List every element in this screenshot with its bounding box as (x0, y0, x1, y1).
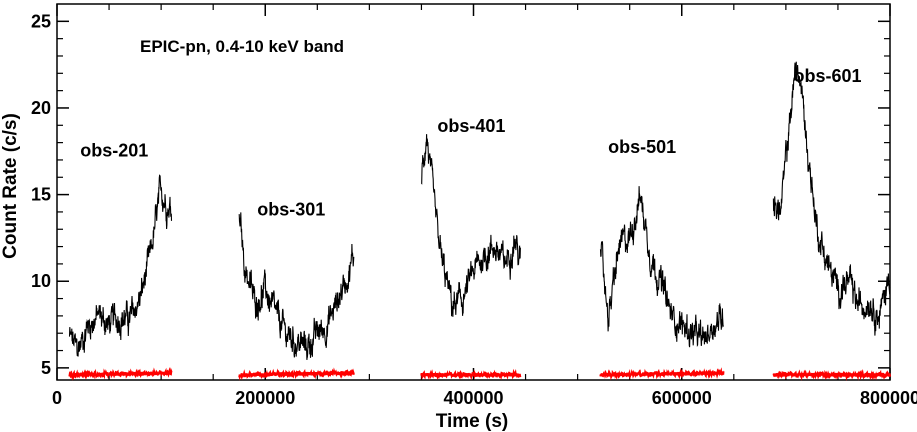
source-curve (68, 174, 173, 357)
background-curve (420, 368, 522, 381)
y-tick-label: 15 (31, 185, 51, 205)
series-label: obs-501 (608, 137, 676, 157)
segment-obs-401: obs-401 (420, 116, 522, 381)
labels-layer: EPIC-pn, 0.4-10 keV band Time (s) Count … (0, 37, 508, 432)
x-axis-label: Time (s) (436, 411, 509, 432)
series-layer: obs-201 obs-301 obs-401 obs-501 obs-601 (68, 61, 892, 381)
x-tick-label: 600000 (652, 388, 712, 408)
plot-frame (56, 3, 891, 381)
segment-obs-501: obs-501 (599, 137, 725, 381)
series-label: obs-201 (80, 140, 148, 160)
source-curve (238, 212, 355, 360)
background-curve (238, 367, 355, 381)
series-label: obs-401 (437, 116, 505, 136)
x-tick-label: 400000 (443, 388, 503, 408)
y-axis-label: Count Rate (c/s) (0, 113, 21, 259)
source-curve (421, 134, 521, 317)
segment-obs-601: obs-601 (772, 61, 892, 381)
chart-title: EPIC-pn, 0.4-10 keV band (140, 37, 344, 56)
y-tick-label: 10 (31, 271, 51, 291)
x-tick-label: 800000 (860, 388, 917, 408)
background-curve (68, 367, 173, 381)
axes: 0 200000 400000 600000 800000 5 10 15 20 25 (31, 3, 917, 408)
background-curve (599, 367, 725, 381)
y-tick-label: 5 (41, 358, 51, 378)
source-curve (772, 61, 891, 336)
segment-obs-201: obs-201 (68, 140, 173, 381)
background-curve (772, 369, 892, 381)
source-curve (599, 186, 724, 348)
series-label: obs-601 (794, 66, 862, 86)
y-tick-label: 25 (31, 11, 51, 31)
y-tick-label: 20 (31, 98, 51, 118)
segment-obs-301: obs-301 (238, 199, 355, 381)
series-label: obs-301 (257, 199, 325, 219)
x-tick-label: 200000 (235, 388, 295, 408)
x-tick-label: 0 (52, 388, 62, 408)
